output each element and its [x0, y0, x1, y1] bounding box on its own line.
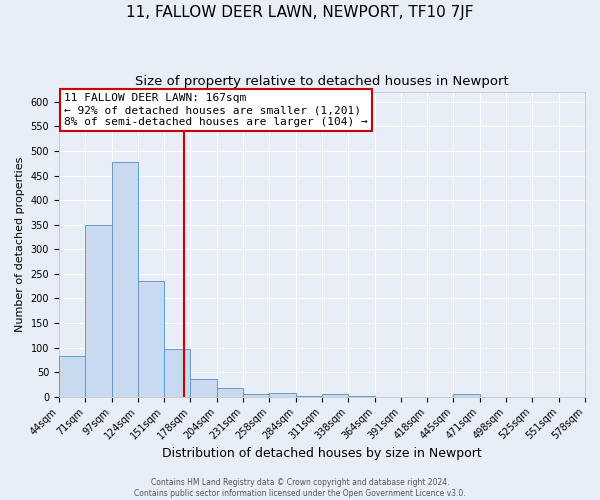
Bar	[243, 394, 269, 396]
Y-axis label: Number of detached properties: Number of detached properties	[15, 156, 25, 332]
X-axis label: Distribution of detached houses by size in Newport: Distribution of detached houses by size …	[162, 447, 482, 460]
Text: 11, FALLOW DEER LAWN, NEWPORT, TF10 7JF: 11, FALLOW DEER LAWN, NEWPORT, TF10 7JF	[126, 5, 474, 20]
Bar	[454, 394, 480, 396]
Bar	[112, 162, 138, 396]
Bar	[217, 388, 243, 396]
Bar	[85, 224, 112, 396]
Text: 11 FALLOW DEER LAWN: 167sqm
← 92% of detached houses are smaller (1,201)
8% of s: 11 FALLOW DEER LAWN: 167sqm ← 92% of det…	[64, 94, 368, 126]
Bar	[269, 394, 296, 396]
Bar	[322, 394, 348, 396]
Text: Contains HM Land Registry data © Crown copyright and database right 2024.
Contai: Contains HM Land Registry data © Crown c…	[134, 478, 466, 498]
Bar	[190, 378, 217, 396]
Bar	[164, 349, 190, 397]
Bar	[59, 356, 85, 397]
Title: Size of property relative to detached houses in Newport: Size of property relative to detached ho…	[135, 75, 509, 88]
Bar	[138, 281, 164, 396]
